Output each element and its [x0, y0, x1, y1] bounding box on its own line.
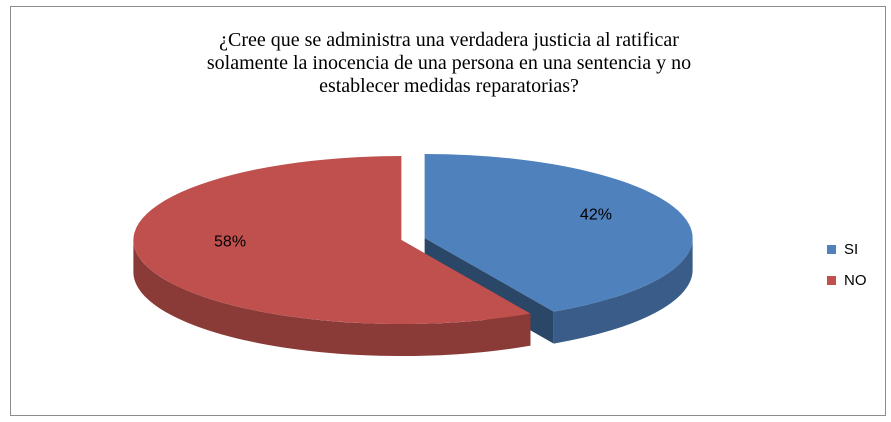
slice-top-no: [133, 156, 531, 325]
legend-item-no: NO: [827, 270, 867, 290]
pie-chart: 42% 58%: [133, 153, 693, 357]
pie-slice-no: [133, 156, 531, 357]
legend-swatch-si: [827, 244, 836, 254]
slice-top-si: [424, 153, 693, 312]
legend-swatch-no: [827, 275, 836, 285]
legend-label-no: NO: [844, 271, 867, 289]
chart-title: ¿Cree que se administra una verdadera ju…: [11, 29, 887, 98]
legend-item-si: SI: [827, 239, 867, 259]
chart-frame: ¿Cree que se administra una verdadera ju…: [10, 6, 886, 416]
slice-side-si: [553, 237, 693, 344]
chart-title-line-2: solamente la inocencia de una persona en…: [206, 52, 692, 74]
slice-side-no: [133, 240, 531, 357]
data-label-no: 58%: [214, 234, 246, 251]
chart-title-line-1: ¿Cree que se administra una verdadera ju…: [219, 29, 679, 51]
data-label-si: 42%: [580, 206, 612, 223]
legend-label-si: SI: [844, 240, 859, 258]
chart-legend: SI NO: [827, 239, 867, 301]
chart-title-line-3: establecer medidas reparatorias?: [319, 75, 579, 97]
